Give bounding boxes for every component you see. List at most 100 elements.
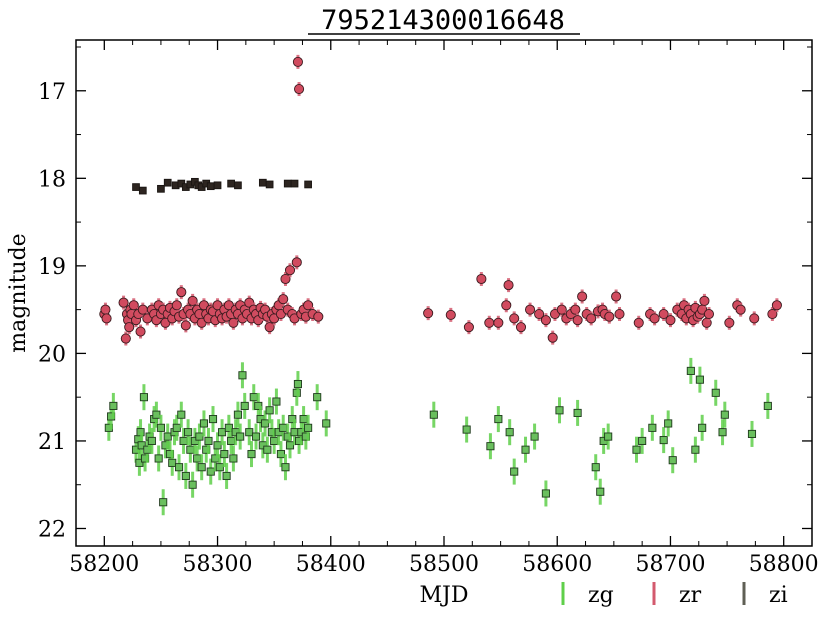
zg-point-113: [763, 401, 772, 410]
zg-point-46: [224, 423, 233, 432]
zg-point-109: [711, 388, 720, 397]
zg-point-68: [276, 450, 285, 459]
zr-point-3: [118, 297, 129, 308]
zg-point-55: [247, 450, 256, 459]
zg-point-93: [555, 406, 564, 415]
zg-point-37: [204, 436, 213, 445]
zr-point-115: [604, 311, 615, 322]
zi-point-15: [234, 181, 242, 190]
zr-point-108: [572, 315, 583, 326]
zg-point-57: [251, 432, 261, 441]
x-tick-label: 58600: [522, 552, 592, 577]
legend: zg zr zi: [561, 582, 788, 608]
y-tick-label: 17: [38, 80, 66, 105]
zg-point-24: [174, 463, 184, 472]
zr-point-90: [445, 309, 456, 320]
zr-point-102: [547, 332, 558, 343]
zg-point-16: [156, 423, 165, 432]
zg-point-42: [215, 463, 224, 472]
zr-point-101: [540, 315, 551, 326]
zr-point-118: [633, 317, 644, 328]
zg-point-33: [195, 432, 204, 441]
zr-point-52: [228, 317, 239, 328]
zr-point-97: [509, 313, 520, 324]
zr-point-93: [484, 317, 495, 328]
x-axis-label: MJD: [420, 583, 469, 608]
legend-label-zi: zi: [769, 583, 788, 608]
series-zg: [104, 357, 772, 516]
zr-point-80: [291, 257, 302, 268]
zr-point-10: [128, 300, 139, 311]
zg-point-70: [281, 463, 290, 472]
zg-point-89: [510, 467, 519, 476]
zg-point-50: [233, 410, 242, 419]
axis-tick-labels: 58200 58300 58400 58500 58600 58700 58800 17 18 1…: [38, 80, 819, 577]
zr-point-94: [493, 317, 504, 328]
legend-item-zg: zg: [561, 582, 614, 608]
zg-point-108: [698, 423, 707, 432]
series-zi: [132, 177, 312, 195]
zg-point-86: [486, 442, 495, 451]
zg-point-51: [236, 432, 245, 441]
zg-point-39: [208, 415, 218, 424]
zg-point-112: [747, 429, 757, 438]
zr-point-139: [735, 304, 746, 315]
zg-point-45: [222, 471, 231, 481]
chart-title: 795214300016648: [321, 5, 565, 36]
zg-point-106: [691, 445, 700, 454]
zi-point-19: [290, 179, 299, 188]
series-zr: [99, 54, 782, 346]
zr-point-104: [556, 304, 567, 315]
zi-point-0: [132, 183, 140, 191]
legend-label-zr: zr: [679, 583, 702, 608]
zr-point-27: [171, 300, 182, 311]
zg-point-19: [163, 432, 172, 441]
zr-point-4: [120, 333, 131, 344]
zr-point-29: [176, 287, 187, 298]
zr-point-34: [187, 295, 198, 306]
zi-point-20: [304, 180, 312, 189]
zr-point-98: [515, 322, 527, 333]
zg-point-29: [186, 445, 195, 454]
zg-point-66: [272, 397, 281, 406]
y-tick-label: 22: [38, 517, 66, 542]
zg-point-52: [238, 371, 247, 380]
axis-ticks: [75, 40, 813, 546]
zg-point-15: [154, 454, 163, 463]
legend-label-zg: zg: [588, 583, 614, 608]
zi-point-12: [206, 182, 215, 191]
zi-point-14: [227, 179, 235, 188]
x-tick-label: 58500: [409, 552, 479, 577]
zg-point-56: [249, 393, 258, 402]
zr-point-92: [476, 273, 487, 285]
zg-point-53: [240, 401, 249, 410]
zg-point-96: [596, 487, 605, 496]
zi-point-17: [265, 180, 274, 189]
zg-point-28: [184, 428, 193, 437]
zg-point-47: [227, 436, 236, 445]
zg-point-5: [135, 458, 144, 467]
zg-point-90: [521, 445, 530, 454]
zi-point-13: [213, 181, 222, 190]
zr-point-136: [703, 308, 715, 320]
zr-point-31: [180, 320, 191, 331]
zr-point-140: [749, 313, 760, 324]
zg-point-35: [199, 419, 209, 428]
y-tick-label: 21: [38, 430, 66, 455]
zr-point-95: [501, 300, 512, 311]
zr-point-89: [423, 308, 434, 319]
zi-point-1: [138, 186, 147, 195]
zg-point-98: [604, 432, 613, 441]
zi-point-2: [157, 184, 165, 193]
zg-point-104: [668, 456, 677, 465]
y-axis-label: magnitude: [6, 233, 31, 352]
zr-point-81: [292, 56, 303, 67]
zr-point-7: [124, 322, 135, 333]
data-marks: [99, 54, 782, 516]
zr-point-117: [614, 308, 625, 320]
zg-point-94: [573, 408, 582, 417]
zr-point-77: [284, 265, 296, 276]
zr-point-111: [586, 313, 597, 324]
zr-point-134: [699, 295, 710, 306]
